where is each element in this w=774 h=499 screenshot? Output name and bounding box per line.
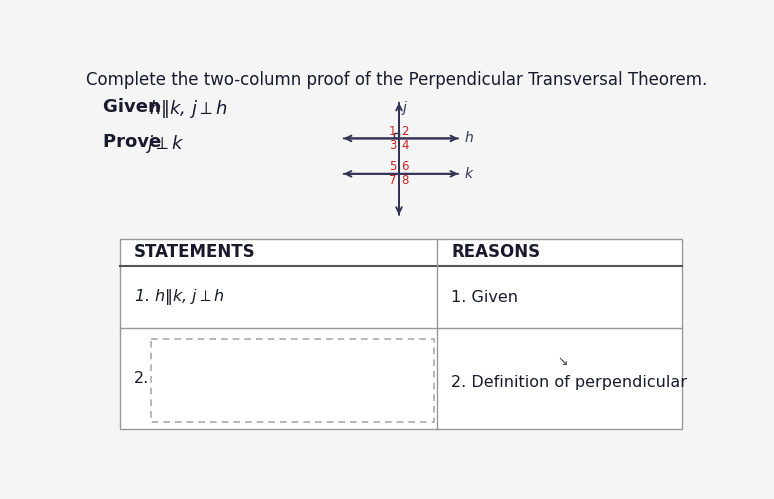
- Text: 8: 8: [402, 174, 409, 187]
- Text: REASONS: REASONS: [451, 244, 540, 261]
- Text: $j \perp k$: $j \perp k$: [145, 133, 184, 155]
- Text: j: j: [403, 101, 407, 115]
- Bar: [151, 339, 433, 422]
- Bar: [120, 239, 682, 430]
- Text: STATEMENTS: STATEMENTS: [134, 244, 255, 261]
- Text: 7: 7: [389, 174, 396, 187]
- Text: 1: 1: [389, 125, 396, 138]
- Text: 2. Definition of perpendicular: 2. Definition of perpendicular: [451, 375, 687, 390]
- Text: 2.: 2.: [134, 371, 149, 386]
- Text: $h \| k$, $j \perp h$: $h \| k$, $j \perp h$: [149, 98, 228, 120]
- Text: 3: 3: [389, 139, 396, 152]
- Text: 5: 5: [389, 160, 396, 174]
- Bar: [120, 239, 682, 430]
- Bar: [393, 133, 399, 138]
- Text: 2: 2: [402, 125, 409, 138]
- Text: 6: 6: [402, 160, 409, 174]
- Text: Given: Given: [103, 98, 167, 116]
- Text: 1. Given: 1. Given: [451, 289, 519, 304]
- Text: ↘: ↘: [557, 355, 568, 368]
- Text: h: h: [464, 131, 473, 145]
- Text: 4: 4: [402, 139, 409, 152]
- Text: 1. $h \| k$, $j \perp h$: 1. $h \| k$, $j \perp h$: [134, 287, 224, 307]
- Text: Prove: Prove: [103, 133, 167, 151]
- Text: Complete the two-column proof of the Perpendicular Transversal Theorem.: Complete the two-column proof of the Per…: [86, 71, 707, 89]
- Text: k: k: [464, 167, 472, 181]
